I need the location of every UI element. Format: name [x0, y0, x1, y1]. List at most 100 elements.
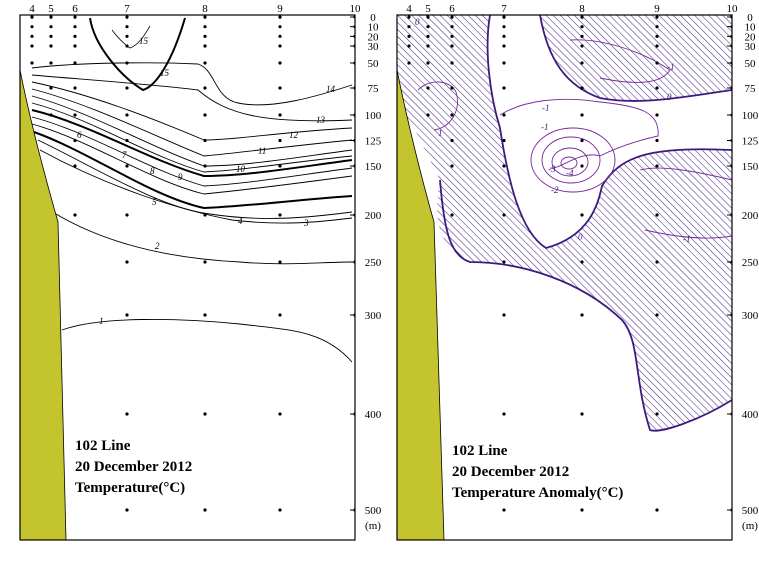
isotherm-3 — [39, 149, 353, 224]
sampling-point — [450, 61, 454, 65]
contour-label: -1 — [667, 62, 675, 72]
sampling-point — [502, 508, 506, 512]
station-label: 9 — [277, 3, 283, 15]
contour-minus-4 — [560, 156, 578, 170]
sampling-point — [450, 86, 454, 90]
sampling-point — [580, 213, 584, 217]
contour-label: 7 — [122, 150, 127, 160]
sampling-point — [426, 113, 430, 117]
sampling-point — [73, 34, 77, 38]
sampling-point — [30, 34, 34, 38]
depth-tick-label: 125 — [742, 136, 759, 148]
isotherm-15-inner — [111, 25, 151, 49]
depth-tick-label: 100 — [365, 110, 382, 122]
contour-label: 6 — [77, 130, 82, 140]
sampling-point — [73, 138, 77, 143]
sampling-point — [203, 164, 207, 168]
contour-label: 9 — [178, 172, 183, 182]
anomaly-title: 102 Line 20 December 2012 Temperature An… — [452, 443, 623, 501]
anomaly-axis-ticks: 4 5 6 7 8 9 1001020305075100125150200250300400… — [406, 3, 759, 532]
title-line: Temperature(°C) — [75, 480, 185, 496]
zero-contour-surface — [539, 15, 732, 102]
temperature-contour-labels: 15 15 14 13 12 11 10 9 8 7 6 5 4 3 2 1 — [77, 36, 336, 326]
contour-label: -2 — [551, 185, 559, 195]
negative-anomaly-contours — [499, 39, 732, 239]
depth-tick-label: 50 — [745, 58, 757, 70]
sampling-point — [580, 34, 584, 38]
sampling-point — [502, 113, 506, 117]
sampling-point — [655, 508, 659, 512]
sampling-point — [125, 260, 129, 264]
sampling-point — [203, 313, 207, 317]
temperature-panel: 15 15 14 13 12 11 10 9 8 7 6 5 4 3 2 1 4… — [19, 3, 382, 541]
station-label: 4 — [406, 3, 412, 15]
sampling-point — [73, 25, 77, 29]
sampling-point — [580, 61, 584, 65]
sampling-point — [203, 44, 207, 48]
depth-tick-label: 0 — [747, 12, 753, 24]
sampling-point — [49, 25, 53, 29]
sampling-point — [407, 61, 411, 65]
contour-label: 1 — [99, 316, 104, 326]
sampling-point — [49, 61, 53, 65]
title-line: 102 Line — [452, 443, 508, 459]
continental-slope-land — [20, 69, 67, 540]
sampling-point — [655, 260, 659, 264]
sampling-point — [450, 44, 454, 48]
sampling-point — [426, 34, 430, 38]
depth-tick-label: 500 — [742, 505, 759, 517]
sampling-point — [125, 34, 129, 38]
sampling-point — [30, 25, 34, 29]
depth-tick-label: 500 — [365, 505, 382, 517]
depth-tick-label: 300 — [365, 310, 382, 322]
title-line: Temperature Anomaly(°C) — [452, 485, 623, 501]
depth-tick-label: 100 — [742, 110, 759, 122]
sampling-point — [203, 34, 207, 38]
sampling-point — [655, 164, 659, 168]
contour-label: 11 — [258, 146, 266, 156]
contour-minus-1b — [530, 127, 616, 193]
sampling-point — [125, 508, 129, 512]
sampling-point — [203, 412, 207, 416]
depth-unit-label: (m) — [365, 520, 381, 532]
sampling-point — [580, 164, 584, 168]
sampling-point — [502, 34, 506, 38]
depth-tick-label: 75 — [745, 83, 757, 95]
zero-contour-main — [486, 15, 732, 249]
sampling-point — [426, 86, 430, 90]
sampling-point — [278, 508, 282, 512]
contour-label: -1 — [542, 103, 550, 113]
contour-label: -1 — [683, 234, 691, 244]
contour-label: 10 — [236, 164, 246, 174]
contour-label: 0 — [578, 232, 583, 242]
isotherm-2 — [55, 213, 353, 265]
station-label: 7 — [501, 3, 507, 15]
sampling-point — [73, 61, 77, 65]
depth-tick-label: 200 — [742, 210, 759, 222]
sampling-point — [655, 113, 659, 117]
sampling-point — [73, 44, 77, 48]
contour-label: 2 — [155, 241, 160, 251]
sampling-point — [125, 313, 129, 317]
sampling-point — [655, 138, 659, 143]
contour-label: 15 — [160, 68, 170, 78]
sampling-point — [73, 86, 77, 90]
temperature-plot-frame — [19, 14, 356, 541]
station-label: 9 — [654, 3, 660, 15]
depth-tick-label: 150 — [742, 161, 759, 173]
sampling-point — [426, 61, 430, 65]
sampling-point — [73, 113, 77, 117]
sampling-point — [125, 86, 129, 90]
contour-plus-1-coastal — [417, 81, 458, 131]
sampling-point — [655, 213, 659, 217]
depth-tick-label: 10 — [745, 22, 757, 34]
contour-label: 15 — [139, 36, 149, 46]
continental-slope-land — [397, 69, 445, 540]
zero-anomaly-contours — [439, 15, 732, 432]
depth-tick-label: 20 — [745, 31, 757, 43]
sampling-point — [49, 44, 53, 48]
sampling-point — [426, 44, 430, 48]
station-label: 6 — [72, 3, 78, 15]
station-label: 5 — [425, 3, 431, 15]
zero-contour-deep — [439, 179, 732, 432]
